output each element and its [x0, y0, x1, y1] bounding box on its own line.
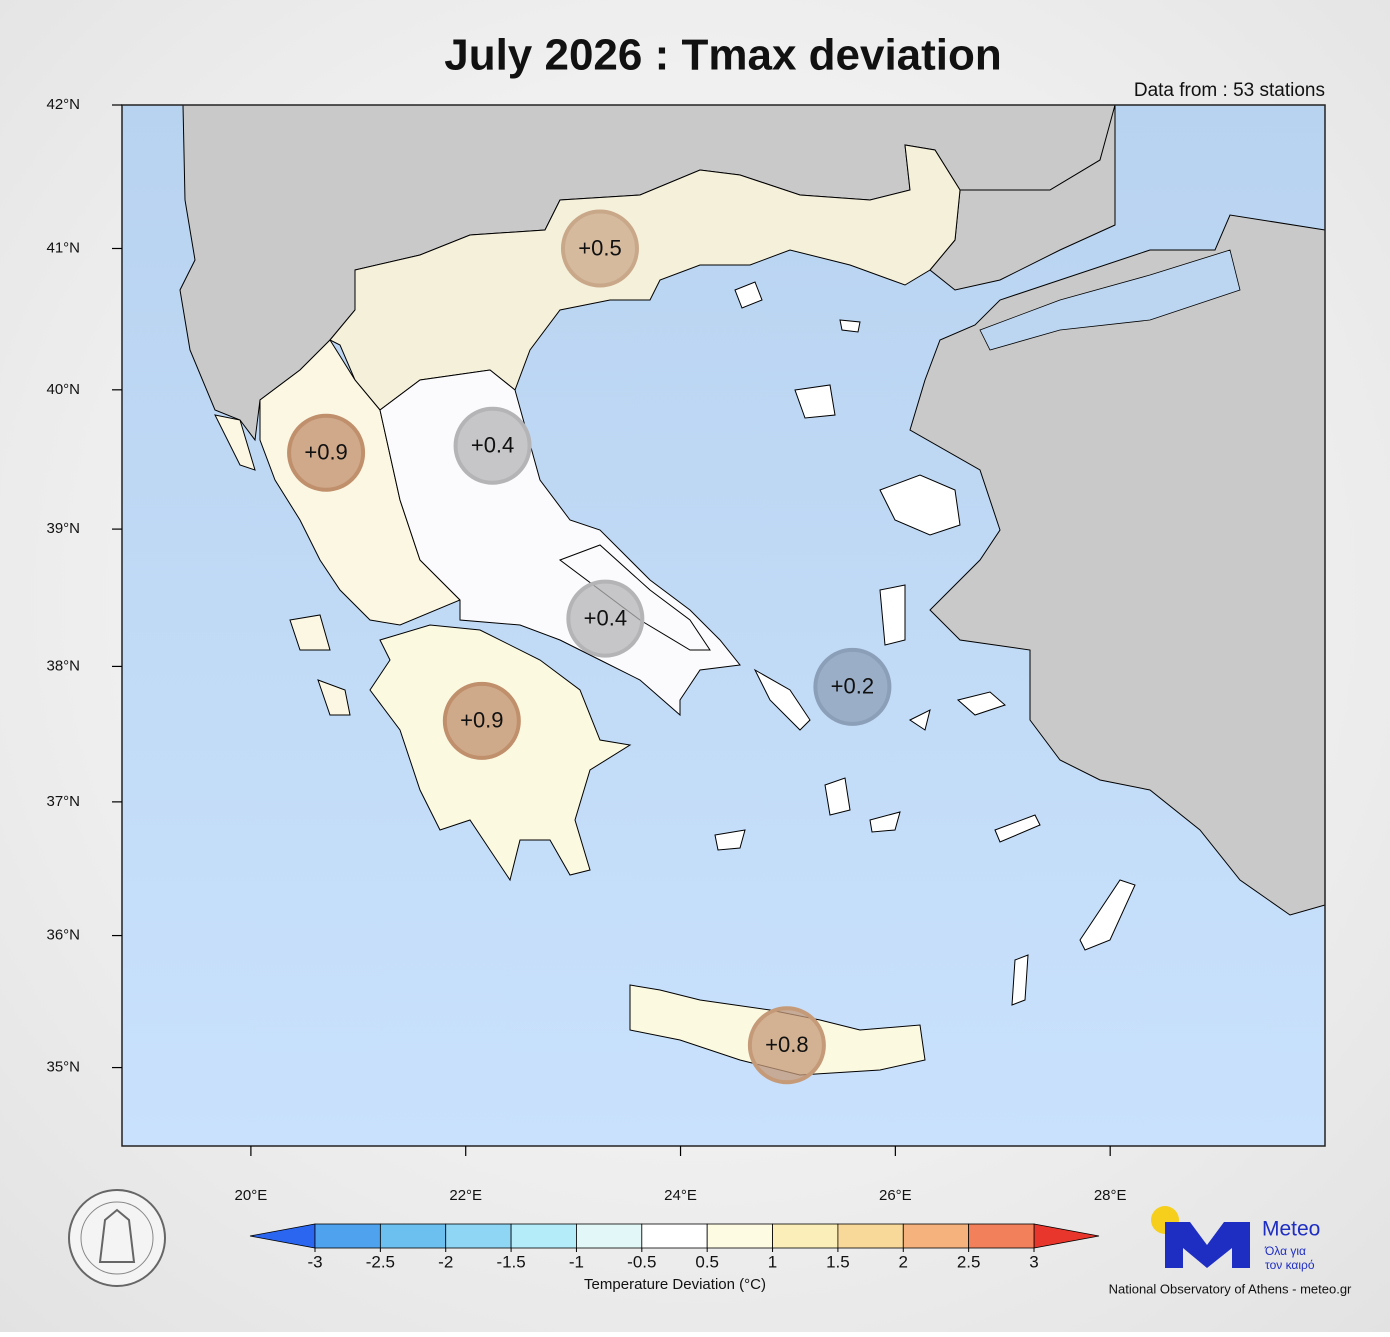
- island: [994, 814, 1041, 843]
- island: [753, 668, 811, 731]
- colorbar-segment: [576, 1223, 643, 1249]
- station-marker: [287, 413, 366, 492]
- station-value: +0.2: [831, 674, 874, 699]
- x-tick-label: 26°E: [879, 1187, 912, 1204]
- x-tick-label: 24°E: [664, 1187, 697, 1204]
- noa-logo: [68, 1189, 166, 1287]
- x-tick-label: 20°E: [235, 1187, 268, 1204]
- island: [879, 474, 961, 536]
- logo-tagline: Όλα για: [1264, 1244, 1306, 1258]
- neighbour-land: [909, 214, 1326, 916]
- colorbar-segment: [968, 1223, 1035, 1249]
- colorbar-tick-label: 3: [1029, 1252, 1038, 1271]
- colorbar-segment: [641, 1223, 708, 1249]
- colorbar-segment: [379, 1223, 447, 1249]
- y-tick-label: 37°N: [46, 793, 80, 810]
- stations: +0.5 +0.9 +0.4 +0.4 +0.2 +0.9 +0.8: [287, 209, 892, 1085]
- station-marker: [747, 1006, 826, 1085]
- island: [1011, 954, 1029, 1006]
- colorbar-tick-label: -2.5: [366, 1252, 395, 1271]
- island: [839, 319, 861, 333]
- colorbar-tick-label: -3: [307, 1252, 322, 1271]
- island: [794, 384, 836, 419]
- y-tick-label: 41°N: [46, 239, 80, 256]
- y-tick-label: 42°N: [46, 96, 80, 113]
- island: [824, 777, 851, 816]
- island: [289, 614, 331, 651]
- station-marker: [442, 681, 521, 760]
- colorbar-tick-label: -1.5: [496, 1252, 525, 1271]
- island: [734, 281, 763, 309]
- colorbar-segment: [772, 1223, 839, 1249]
- colorbar-segment: [902, 1223, 970, 1249]
- colorbar-segment: [510, 1223, 577, 1249]
- colorbar-segment: [314, 1223, 381, 1249]
- title: July 2026 : Tmax deviation: [444, 31, 1002, 80]
- island: [714, 829, 746, 851]
- station-marker: [566, 579, 645, 658]
- logo-name: Meteo: [1262, 1218, 1320, 1241]
- x-tick-label: 28°E: [1094, 1187, 1127, 1204]
- station-value: +0.8: [765, 1032, 808, 1057]
- island: [1079, 879, 1136, 951]
- station-value: +0.9: [460, 708, 503, 733]
- map-frame: [121, 104, 1326, 1147]
- y-tick-label: 39°N: [46, 520, 80, 537]
- colorbar-segment: [837, 1223, 904, 1249]
- station-marker: [813, 647, 892, 726]
- y-tick-label: 36°N: [46, 927, 80, 944]
- sea-of-marmara: [979, 249, 1241, 351]
- y-tick-label: 35°N: [46, 1059, 80, 1076]
- logo-tagline: τον καιρό: [1265, 1258, 1315, 1272]
- colorbar-tick-label: -0.5: [627, 1252, 656, 1271]
- island: [879, 584, 906, 646]
- subtitle: Data from : 53 stations: [1134, 80, 1325, 101]
- colorbar-tick-label: 1.5: [826, 1252, 850, 1271]
- colorbar-tick-label: -1: [569, 1252, 584, 1271]
- island: [214, 414, 256, 471]
- colorbar-tick-label: 2.5: [957, 1252, 981, 1271]
- colorbar-tick-label: -2: [438, 1252, 453, 1271]
- axes: 35°N 36°N 37°N 38°N 39°N 40°N 41°N 42°N 20°E 22°E…: [46, 96, 1126, 1204]
- colorbar: Temperature Deviation (°C) -3 -2.5 -2 -1.5 -…: [249, 1223, 1100, 1293]
- station-value: +0.4: [471, 433, 514, 458]
- colorbar-tick-label: 1: [768, 1252, 777, 1271]
- colorbar-tick-label: 0.5: [695, 1252, 719, 1271]
- island: [869, 811, 901, 833]
- y-tick-label: 38°N: [46, 657, 80, 674]
- colorbar-label: Temperature Deviation (°C): [584, 1276, 766, 1293]
- x-tick-label: 22°E: [449, 1187, 482, 1204]
- island: [909, 709, 931, 731]
- station-value: +0.9: [304, 440, 347, 465]
- station-value: +0.5: [578, 235, 621, 260]
- colorbar-tick-label: 2: [899, 1252, 908, 1271]
- colorbar-segment: [445, 1223, 512, 1249]
- meteo-logo: Meteo Όλα για τον καιρό: [1151, 1206, 1320, 1272]
- credit: National Observatory of Athens - meteo.g…: [1109, 1281, 1352, 1296]
- island: [317, 679, 351, 716]
- station-marker: [560, 209, 639, 288]
- station-marker: [453, 406, 532, 485]
- y-tick-label: 40°N: [46, 381, 80, 398]
- colorbar-segment: [706, 1223, 773, 1249]
- map: [121, 104, 1326, 1147]
- island: [956, 691, 1006, 716]
- station-value: +0.4: [584, 605, 627, 630]
